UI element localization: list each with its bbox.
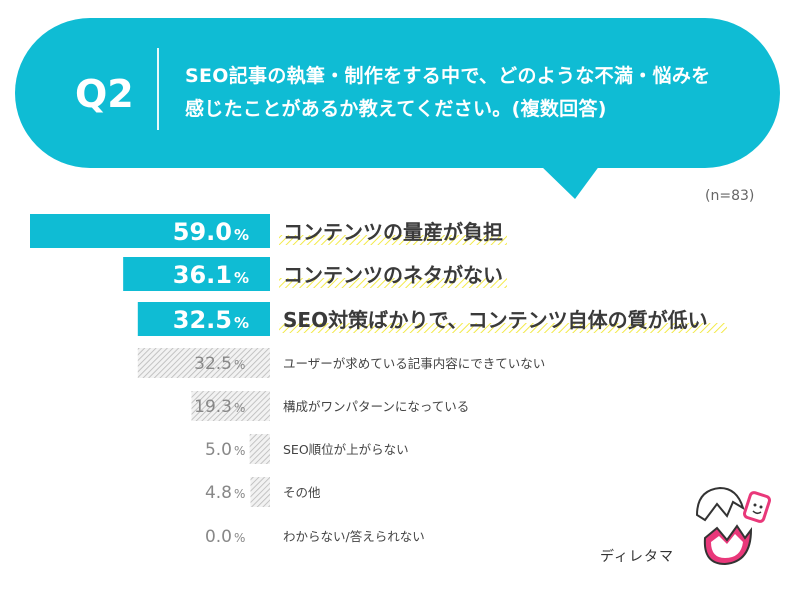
question-line-2: 感じたことがあるか教えてください。(複数回答) [185,98,607,120]
category-label: SEO順位が上がらない [283,442,409,457]
unit-label: % [234,531,245,545]
category-label: コンテンツの量産が負担 [283,220,503,244]
sample-size: (n=83) [705,188,755,204]
question-line-1: SEO記事の執筆・制作をする中で、どのような不満・悩みを [185,65,711,87]
bar [191,391,270,421]
label-highlight [279,323,727,333]
category-label: わからない/答えられない [283,529,425,544]
bar [123,257,270,291]
bar [250,477,270,507]
category-label: 構成がワンパターンになっている [283,399,469,414]
bar [137,302,270,336]
bar [137,348,270,378]
diretama-logo [685,480,780,579]
category-label: コンテンツのネタがない [283,263,503,287]
category-label: ユーザーが求めている記事内容にできていない [283,356,545,371]
unit-label: % [234,314,249,332]
bar [249,434,270,464]
label-highlight [279,235,507,245]
bar [30,214,270,248]
question-number: Q2 [75,72,134,116]
unit-label: % [234,226,249,244]
category-label: その他 [283,485,321,500]
unit-label: % [234,401,245,415]
question-bubble [15,18,780,168]
value-label: 19.3 [194,397,232,417]
unit-label: % [234,444,245,458]
value-label: 59.0 [173,218,232,246]
value-label: 0.0 [205,527,232,547]
bubble-tail [540,165,600,199]
question-divider [157,48,159,130]
value-label: 32.5 [194,354,232,374]
value-label: 36.1 [173,261,232,289]
value-label: 4.8 [205,483,232,503]
bars-group: 59.0% コンテンツの量産が負担 36.1% コンテンツのネタがない 32.5% SEO… [30,214,727,547]
brand-name: ディレタマ [600,549,675,565]
unit-label: % [234,269,249,287]
question-text: SEO記事の執筆・制作をする中で、どのような不満・悩みを 感じたことがあるか教え… [185,60,765,126]
unit-label: % [234,487,245,501]
egg-character-icon [695,486,771,566]
value-label: 5.0 [205,440,232,460]
category-label: SEO対策ばかりで、コンテンツ自体の質が低い [283,308,708,332]
value-label: 32.5 [173,306,232,334]
unit-label: % [234,358,245,372]
label-highlight [279,278,507,288]
